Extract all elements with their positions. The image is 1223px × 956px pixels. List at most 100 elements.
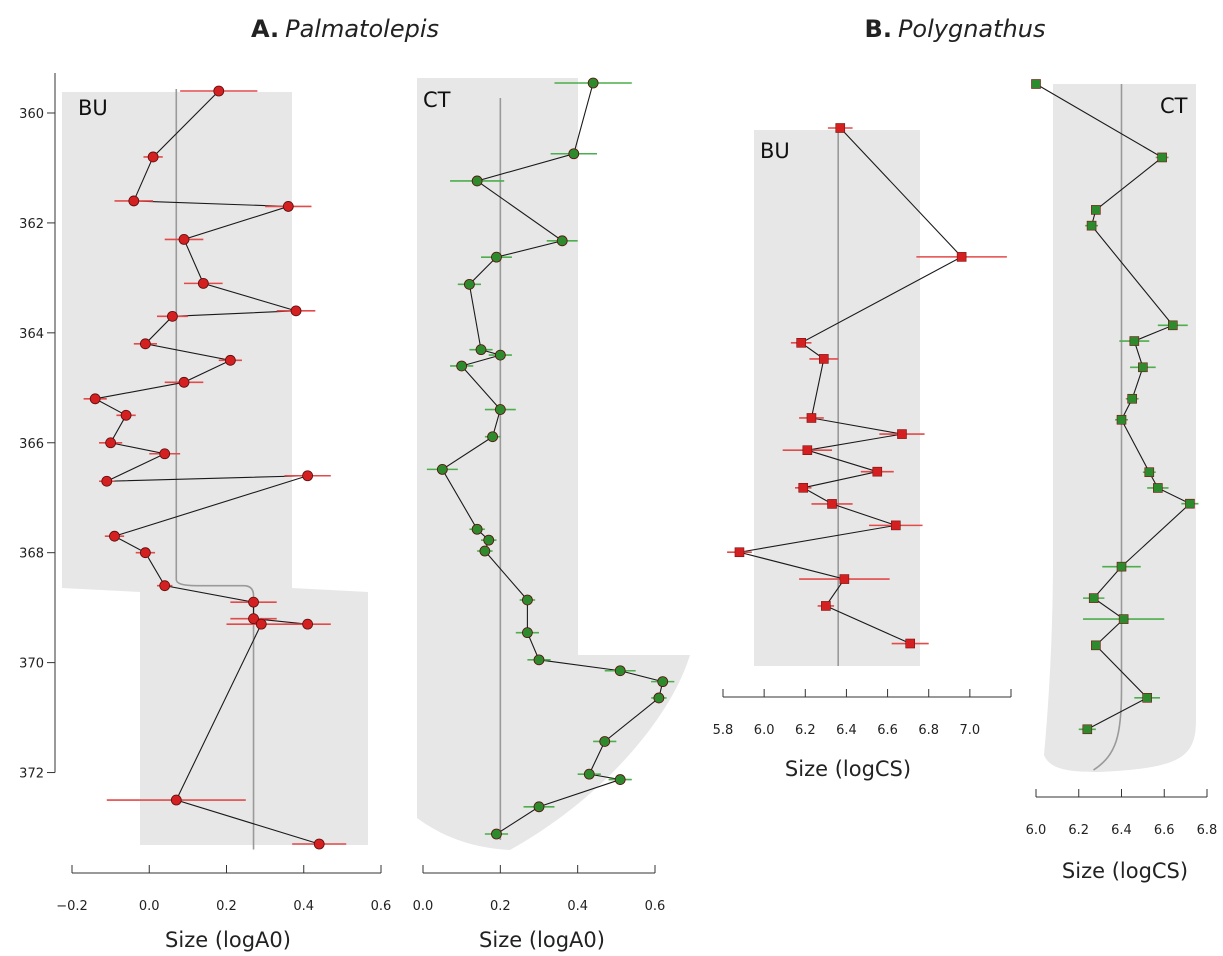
series-polygnathus-bu <box>727 123 1007 649</box>
panel-label-b-ct: CT <box>1160 94 1188 118</box>
data-point <box>282 201 294 212</box>
data-point <box>471 523 483 535</box>
title-b: B. Polygnathus <box>865 15 1046 43</box>
data-point <box>170 794 182 806</box>
x-tick-label: 7.0 <box>960 723 981 738</box>
data-point <box>475 344 487 356</box>
data-point <box>89 393 101 405</box>
data-point <box>818 354 829 364</box>
x-tick-label: 5.8 <box>713 723 734 738</box>
data-point <box>1138 362 1148 373</box>
depth-tick-label: 364 <box>19 327 44 342</box>
data-point <box>897 429 907 439</box>
x-tick-label: 6.8 <box>1197 823 1218 838</box>
data-point <box>827 499 837 509</box>
data-point <box>1153 483 1163 493</box>
data-point <box>248 613 259 625</box>
data-point <box>463 278 475 290</box>
data-point <box>255 618 267 630</box>
data-point <box>178 376 190 388</box>
panel-a-bu-background <box>62 92 368 845</box>
data-point <box>139 547 151 559</box>
data-point <box>487 431 499 443</box>
data-point <box>491 251 502 263</box>
data-point <box>1144 467 1155 478</box>
data-point <box>313 838 325 850</box>
x-tick-label: 0.4 <box>567 899 588 914</box>
data-point <box>491 828 502 840</box>
reference-line-b-ct <box>1093 84 1123 771</box>
data-point <box>494 404 506 415</box>
data-point <box>533 801 545 813</box>
data-point <box>101 475 113 487</box>
x-tick-label: 0.4 <box>293 899 314 914</box>
data-point <box>1031 79 1041 89</box>
data-point <box>796 337 806 348</box>
depth-tick-label: 370 <box>19 657 44 672</box>
panel-b-ct-background <box>1044 84 1196 772</box>
data-point <box>1157 152 1167 163</box>
data-point <box>1086 220 1097 231</box>
data-point <box>197 277 209 289</box>
panel-a-ct-background <box>417 78 690 850</box>
series-polygnathus-ct <box>1031 79 1199 735</box>
x-tick-label: −0.2 <box>56 899 88 914</box>
data-point <box>835 123 846 133</box>
x-axis-polygnathus-bu: 5.8 6.0 6.2 6.4 6.6 6.8 7.0 <box>713 689 1012 738</box>
depth-tick-label: 362 <box>19 217 44 232</box>
data-point <box>128 195 140 207</box>
panel-label-b-bu: BU <box>760 139 790 163</box>
data-point <box>248 596 259 608</box>
data-point <box>872 466 883 477</box>
x-tick-label: 6.6 <box>1154 823 1175 838</box>
series-palmatolepis-ct <box>426 77 675 840</box>
series-connector <box>441 82 664 835</box>
x-tick-label: 0.6 <box>371 899 392 914</box>
data-point <box>839 574 850 584</box>
data-point <box>1142 692 1152 703</box>
x-tick-label: 6.4 <box>836 723 857 738</box>
x-axis-palmatolepis-ct: 0.0 0.2 0.4 0.6 <box>413 865 666 914</box>
depth-tick-label: 366 <box>19 437 44 452</box>
x-axis-title-a-bu: Size (logA0) <box>165 928 291 952</box>
x-tick-label: 6.0 <box>754 723 775 738</box>
data-point <box>1091 640 1101 651</box>
data-point <box>105 437 117 449</box>
depth-tick-label: 368 <box>19 547 44 562</box>
x-tick-label: 0.0 <box>139 899 160 914</box>
data-point <box>1185 498 1195 509</box>
x-tick-label: 0.2 <box>490 899 511 914</box>
x-tick-label: 0.6 <box>645 899 666 914</box>
data-point <box>436 463 448 475</box>
x-axis-title-b-ct: Size (logCS) <box>1062 859 1188 883</box>
panel-label-a-bu: BU <box>78 96 108 120</box>
reference-lines <box>175 84 1123 850</box>
data-point <box>802 445 813 456</box>
data-point <box>159 448 171 460</box>
data-point <box>653 692 665 704</box>
data-point <box>1116 414 1127 425</box>
x-tick-label: 6.6 <box>877 723 898 738</box>
x-tick-label: 0.0 <box>413 899 434 914</box>
data-point <box>614 665 626 677</box>
data-point <box>798 482 809 493</box>
data-point <box>109 530 120 542</box>
title-a: A. Palmatolepis <box>251 15 439 43</box>
reference-line-a-bu <box>175 89 255 850</box>
series-palmatolepis-bu <box>83 85 347 850</box>
data-point <box>302 618 314 630</box>
data-point <box>522 594 533 606</box>
data-point <box>587 77 599 89</box>
data-point <box>1127 393 1137 404</box>
x-axis-palmatolepis-bu: −0.2 0.0 0.2 0.4 0.6 <box>56 865 391 914</box>
data-point <box>456 360 468 372</box>
data-point <box>1088 593 1099 603</box>
data-point <box>147 151 159 163</box>
data-point <box>1168 320 1178 331</box>
data-point <box>1082 724 1093 735</box>
data-point <box>533 654 545 666</box>
data-point <box>479 545 491 557</box>
data-point <box>614 774 626 785</box>
data-point <box>213 85 225 97</box>
